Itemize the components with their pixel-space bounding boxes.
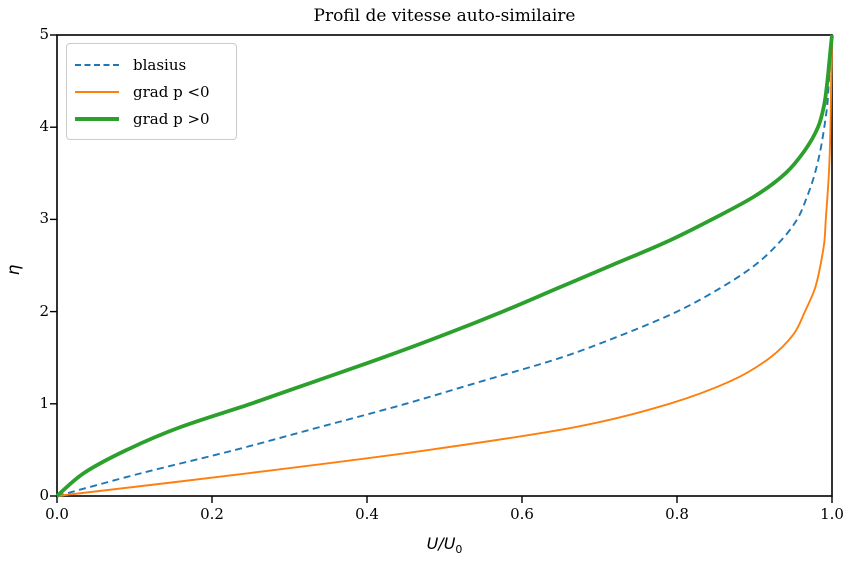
y-tick-label: 4 [39, 117, 49, 136]
axes-frame [56, 34, 833, 497]
x-axis-label-base: U/U [426, 534, 456, 553]
x-axis-label-subscript: 0 [455, 543, 463, 557]
x-axis-label: U/U0 [57, 534, 832, 556]
legend-label: grad p <0 [133, 82, 210, 101]
x-tick-label: 0.2 [200, 505, 224, 523]
y-tick-label: 5 [39, 25, 49, 43]
y-tick-label: 2 [39, 301, 49, 320]
y-tick-label: 0 [39, 486, 49, 504]
series-line-blasius [56, 34, 833, 497]
y-tick-label: 1 [39, 393, 49, 412]
legend-label: grad p >0 [133, 109, 210, 128]
x-tick-label: 0.0 [45, 505, 69, 523]
y-tick-label: 3 [39, 209, 49, 228]
legend-line-sample [75, 90, 119, 93]
legend-item: blasius [75, 51, 226, 78]
legend-item: grad p >0 [75, 105, 226, 132]
x-tick-label: 1.0 [820, 505, 844, 523]
x-tick-label: 0.6 [510, 505, 534, 523]
legend-line-sample [75, 116, 119, 121]
series-line-grad-p-0 [55, 34, 834, 498]
x-tick-label: 0.8 [665, 505, 689, 523]
y-axis-label: η [4, 264, 24, 276]
legend: blasius grad p <0 grad p >0 [66, 43, 237, 140]
legend-label: blasius [133, 55, 187, 74]
chart-title: Profil de vitesse auto-similaire [313, 6, 576, 26]
legend-line-sample [75, 63, 119, 66]
x-tick-label: 0.4 [355, 505, 379, 523]
series-line-grad-p-0 [56, 34, 833, 497]
legend-item: grad p <0 [75, 78, 226, 105]
